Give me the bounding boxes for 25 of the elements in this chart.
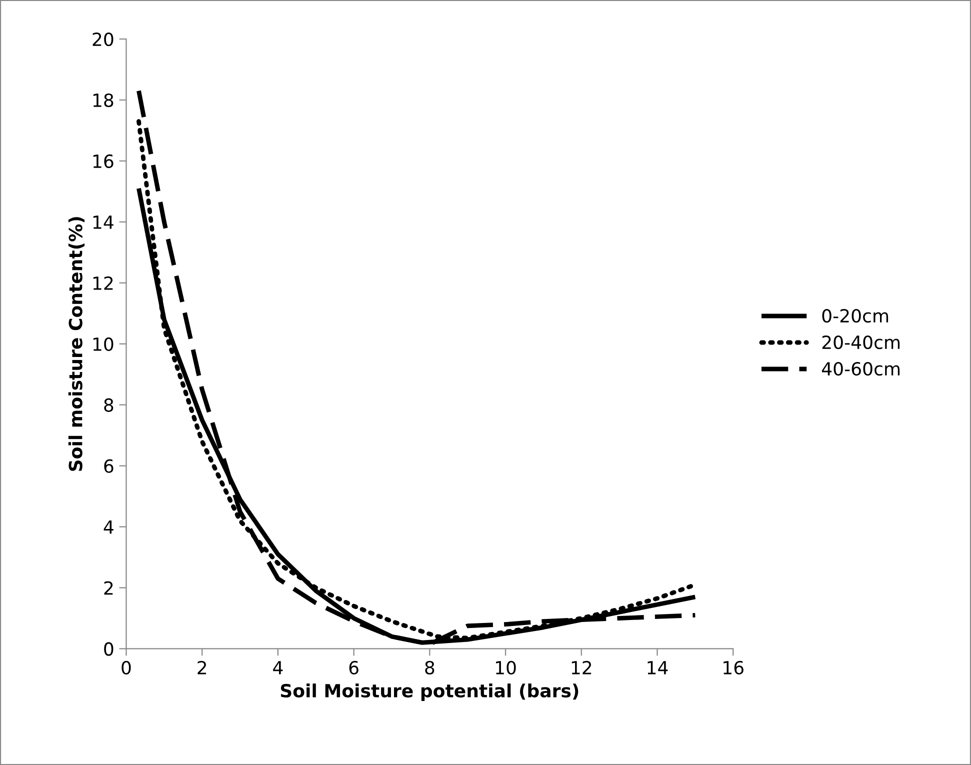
- x-tick-label: 2: [198, 660, 206, 674]
- x-tick-label: 10: [496, 660, 516, 674]
- y-tick-label: 2: [104, 581, 113, 595]
- x-tick-label: 4: [273, 661, 283, 674]
- y-tick-label: 8: [104, 398, 114, 412]
- y-tick-label: 18: [93, 93, 114, 108]
- y-tick-label: 16: [93, 154, 114, 168]
- x-tick-label: 0: [122, 660, 131, 674]
- x-axis-title: Soil Moisture potential (bars): [280, 684, 578, 702]
- y-tick-label: 6: [104, 459, 114, 473]
- y-tick-label: 14: [93, 216, 114, 229]
- y-tick-label: 20: [92, 32, 114, 46]
- y-tick-label: 10: [93, 337, 114, 351]
- x-tick-label: 16: [724, 660, 744, 674]
- legend-label: 0-20cm: [822, 308, 888, 323]
- x-tick-label: 8: [425, 660, 434, 674]
- y-tick-label: 0: [104, 642, 114, 656]
- y-tick-label: 4: [104, 520, 114, 534]
- x-tick-label: 6: [349, 660, 358, 674]
- legend-label: 40-60cm: [822, 362, 900, 376]
- legend-label: 20-40cm: [822, 335, 900, 350]
- x-tick-label: 12: [572, 660, 592, 674]
- x-tick-label: 14: [648, 661, 668, 674]
- y-tick-label: 12: [93, 276, 113, 290]
- y-axis-title: Soil moisture Content(%): [68, 217, 85, 471]
